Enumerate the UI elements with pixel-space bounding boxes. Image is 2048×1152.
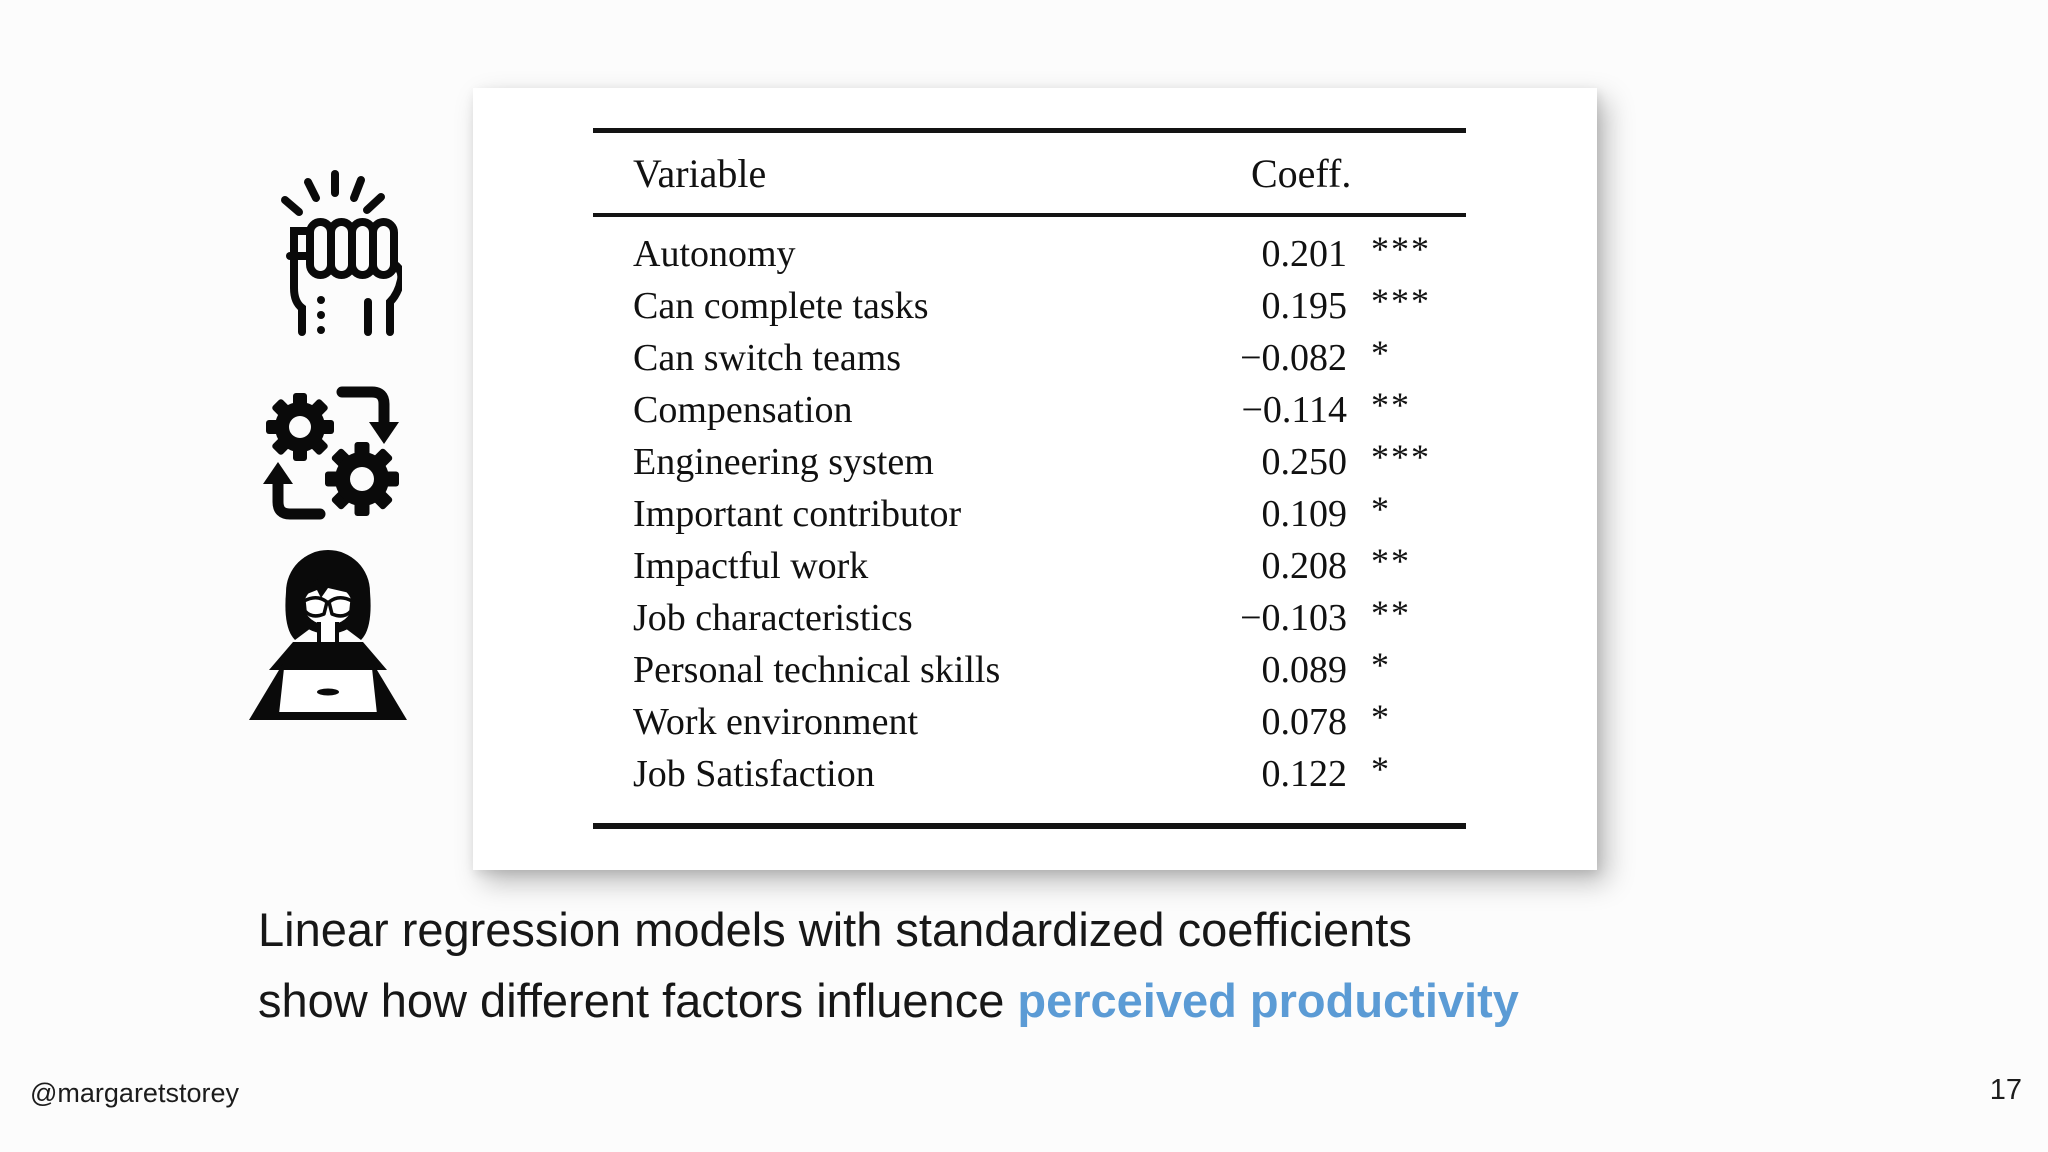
- variable-name: Job characteristics: [633, 597, 913, 639]
- coefficient-value: −0.114: [1241, 389, 1347, 431]
- significance-stars: ***: [1371, 437, 1431, 477]
- table-top-rule: [593, 128, 1466, 133]
- table-header-rule: [593, 213, 1466, 217]
- table-body: Autonomy 0.201 *** Can complete tasks 0.…: [593, 217, 1466, 823]
- column-header-variable: Variable: [633, 150, 767, 196]
- slide-page-number: 17: [1989, 1074, 2022, 1106]
- significance-stars: ***: [1371, 281, 1431, 321]
- coefficient-value: 0.078: [1261, 701, 1348, 743]
- caption-line-2: show how different factors influence per…: [258, 974, 1519, 1027]
- table-row: Can switch teams −0.082 *: [593, 332, 1466, 384]
- slide-caption: Linear regression models with standardiz…: [258, 894, 1519, 1036]
- table-bottom-rule: [593, 823, 1466, 829]
- regression-table: Variable Coeff. Autonomy 0.201 *** Can c…: [593, 128, 1466, 829]
- variable-name: Compensation: [633, 389, 853, 431]
- coefficient-value: 0.122: [1261, 753, 1348, 795]
- variable-name: Impactful work: [633, 545, 869, 587]
- column-header-coeff: Coeff.: [1251, 150, 1352, 196]
- variable-name: Work environment: [633, 701, 919, 743]
- table-row: Work environment 0.078 *: [593, 696, 1466, 748]
- variable-name: Job Satisfaction: [633, 753, 875, 795]
- coefficient-value: 0.201: [1261, 233, 1348, 275]
- table-header-row: Variable Coeff.: [593, 133, 1466, 213]
- coefficient-value: −0.082: [1240, 337, 1347, 379]
- significance-stars: ***: [1371, 229, 1431, 269]
- variable-name: Personal technical skills: [633, 649, 1001, 691]
- table-row: Job characteristics −0.103 **: [593, 592, 1466, 644]
- significance-stars: *: [1371, 333, 1391, 373]
- variable-name: Autonomy: [633, 233, 796, 275]
- developer-at-laptop-icon: [249, 550, 407, 720]
- highlight-perceived-productivity: perceived productivity: [1017, 974, 1519, 1027]
- coefficient-value: 0.089: [1261, 649, 1348, 691]
- table-row: Engineering system 0.250 ***: [593, 436, 1466, 488]
- table-row: Job Satisfaction 0.122 *: [593, 748, 1466, 800]
- significance-stars: *: [1371, 489, 1391, 529]
- variable-name: Can switch teams: [633, 337, 902, 379]
- variable-name: Engineering system: [633, 441, 934, 483]
- table-row: Autonomy 0.201 ***: [593, 228, 1466, 280]
- coefficient-value: −0.103: [1240, 597, 1347, 639]
- coefficient-value: 0.109: [1261, 493, 1348, 535]
- significance-stars: **: [1371, 385, 1411, 425]
- coefficient-value: 0.250: [1261, 441, 1348, 483]
- coefficient-value: 0.195: [1261, 285, 1348, 327]
- coefficient-value: 0.208: [1261, 545, 1348, 587]
- significance-stars: *: [1371, 697, 1391, 737]
- table-row: Impactful work 0.208 **: [593, 540, 1466, 592]
- table-row: Compensation −0.114 **: [593, 384, 1466, 436]
- variable-name: Can complete tasks: [633, 285, 929, 327]
- significance-stars: **: [1371, 541, 1411, 581]
- table-row: Important contributor 0.109 *: [593, 488, 1466, 540]
- variable-name: Important contributor: [633, 493, 962, 535]
- regression-table-card: Variable Coeff. Autonomy 0.201 *** Can c…: [473, 88, 1597, 870]
- process-gears-icon: [263, 386, 399, 520]
- significance-stars: *: [1371, 645, 1391, 685]
- twitter-handle: @margaretstorey: [30, 1078, 239, 1108]
- significance-stars: **: [1371, 593, 1411, 633]
- caption-line-1: Linear regression models with standardiz…: [258, 903, 1412, 956]
- raised-fist-icon: [281, 170, 402, 336]
- table-row: Can complete tasks 0.195 ***: [593, 280, 1466, 332]
- significance-stars: *: [1371, 749, 1391, 789]
- table-row: Personal technical skills 0.089 *: [593, 644, 1466, 696]
